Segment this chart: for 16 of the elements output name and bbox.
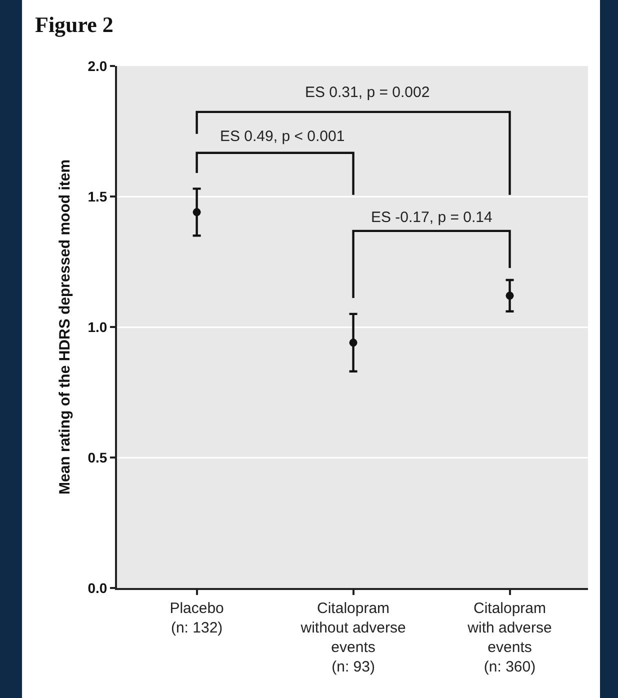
y-tick-label: 2.0 (88, 58, 108, 74)
y-tick-label: 1.5 (88, 188, 108, 204)
x-tick-label: Placebo (n: 132) (170, 600, 224, 636)
x-tick-label: Citalopram without adverse events (n: 93) (300, 600, 406, 676)
annotation: ES -0.17, p = 0.14 (371, 209, 492, 226)
y-tick-label: 0.5 (88, 449, 108, 466)
y-tick-label: 1.0 (88, 318, 108, 335)
annotation: ES 0.31, p = 0.002 (305, 84, 430, 101)
annotation: ES 0.49, p < 0.001 (220, 128, 345, 145)
point (506, 292, 514, 300)
point (192, 208, 201, 216)
x-tick-label: Citalopram with adverse events (n: 360) (466, 600, 552, 676)
point (349, 338, 358, 347)
y-tick-label: 0.0 (88, 580, 108, 596)
chart-title: Figure 2 (35, 12, 114, 38)
y-axis-title: Mean rating of the HDRS depressed mood item (56, 159, 74, 495)
